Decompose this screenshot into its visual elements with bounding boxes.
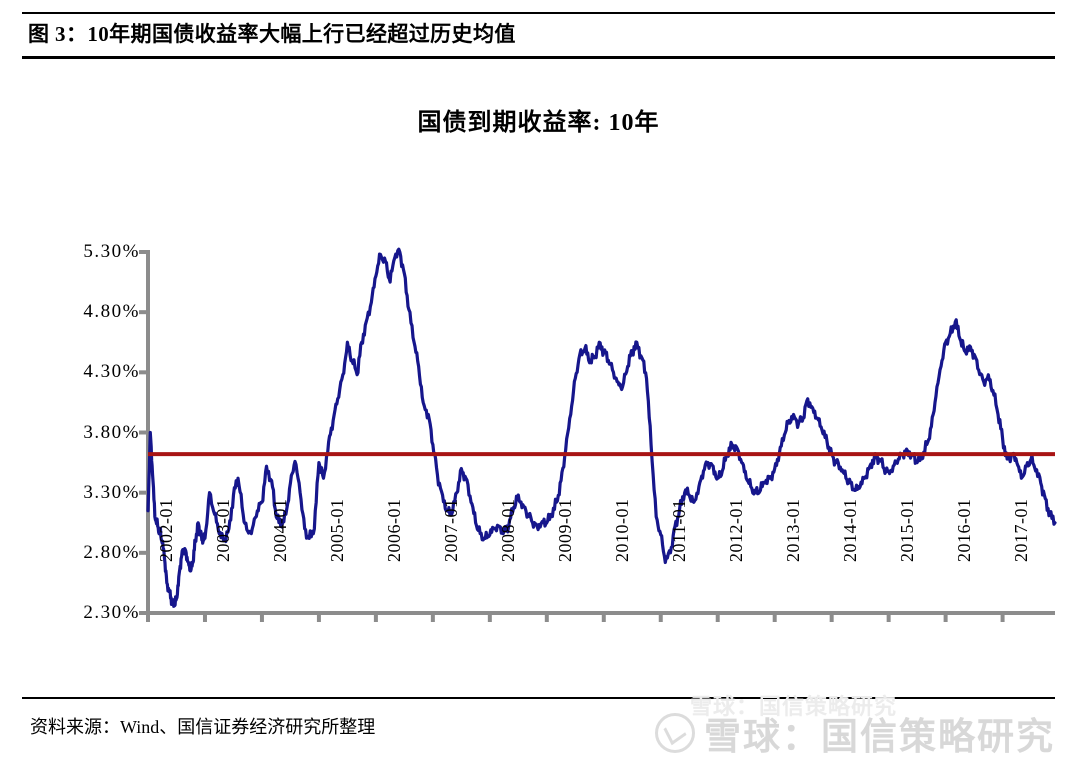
y-tick-label: 4.80%: [83, 301, 140, 323]
y-tick-label: 4.30%: [83, 361, 140, 383]
y-tick-label: 2.80%: [83, 541, 140, 563]
figure-header: 图 3：10年期国债收益率大幅上行已经超过历史均值: [0, 0, 1077, 62]
header-rule-bottom: [22, 56, 1055, 59]
x-tick-label: 2009-01: [554, 498, 575, 563]
figure-footer: 资料来源：Wind、国信证券经济研究所整理: [0, 687, 1077, 753]
x-tick-label: 2004-01: [269, 498, 290, 563]
x-tick-label: 2005-01: [326, 498, 347, 563]
figure-caption: 图 3：10年期国债收益率大幅上行已经超过历史均值: [28, 22, 516, 46]
x-tick-label: 2015-01: [896, 498, 917, 563]
y-tick-label: 3.80%: [83, 421, 140, 443]
x-tick-label: 2006-01: [383, 498, 404, 563]
chart-block: 国债到期收益率: 10年 5.30% 4.80% 4.30% 3.80% 3.30% 2.…: [0, 62, 1077, 687]
x-axis-tick-labels: 2002-01 2003-01 2004-01 2005-01 2006-01 2007-…: [0, 62, 1077, 687]
x-tick-label: 2017-01: [1010, 498, 1031, 563]
y-tick-label: 5.30%: [83, 241, 140, 262]
y-axis-tick-labels: 5.30% 4.80% 4.30% 3.80% 3.30% 2.80% 2.30%: [34, 62, 140, 687]
x-tick-label: 2003-01: [212, 498, 233, 563]
x-tick-label: 2008-01: [497, 498, 518, 563]
x-tick-label: 2012-01: [725, 498, 746, 563]
footer-rule: [22, 697, 1055, 699]
plot-svg: [139, 247, 1057, 622]
x-tick-label: 2016-01: [953, 498, 974, 563]
x-tick-label: 2013-01: [782, 498, 803, 563]
x-tick-label: 2002-01: [156, 498, 176, 563]
header-rule-top: [22, 12, 1055, 14]
y-tick-label: 2.30%: [83, 602, 140, 623]
source-note: 资料来源：Wind、国信证券经济研究所整理: [30, 717, 376, 737]
x-tick-label: 2011-01: [668, 499, 689, 562]
yield-series-line: [146, 247, 1057, 608]
chart-title: 国债到期收益率: 10年: [417, 110, 660, 136]
y-tick-label: 3.30%: [83, 481, 140, 503]
x-tick-label: 2007-01: [440, 498, 461, 563]
axis-group: [139, 250, 1055, 622]
plot-area: 5.30% 4.80% 4.30% 3.80% 3.30% 2.80% 2.30% 2002…: [0, 62, 1077, 687]
x-tick-label: 2014-01: [839, 498, 860, 563]
x-tick-label: 2010-01: [611, 498, 632, 563]
